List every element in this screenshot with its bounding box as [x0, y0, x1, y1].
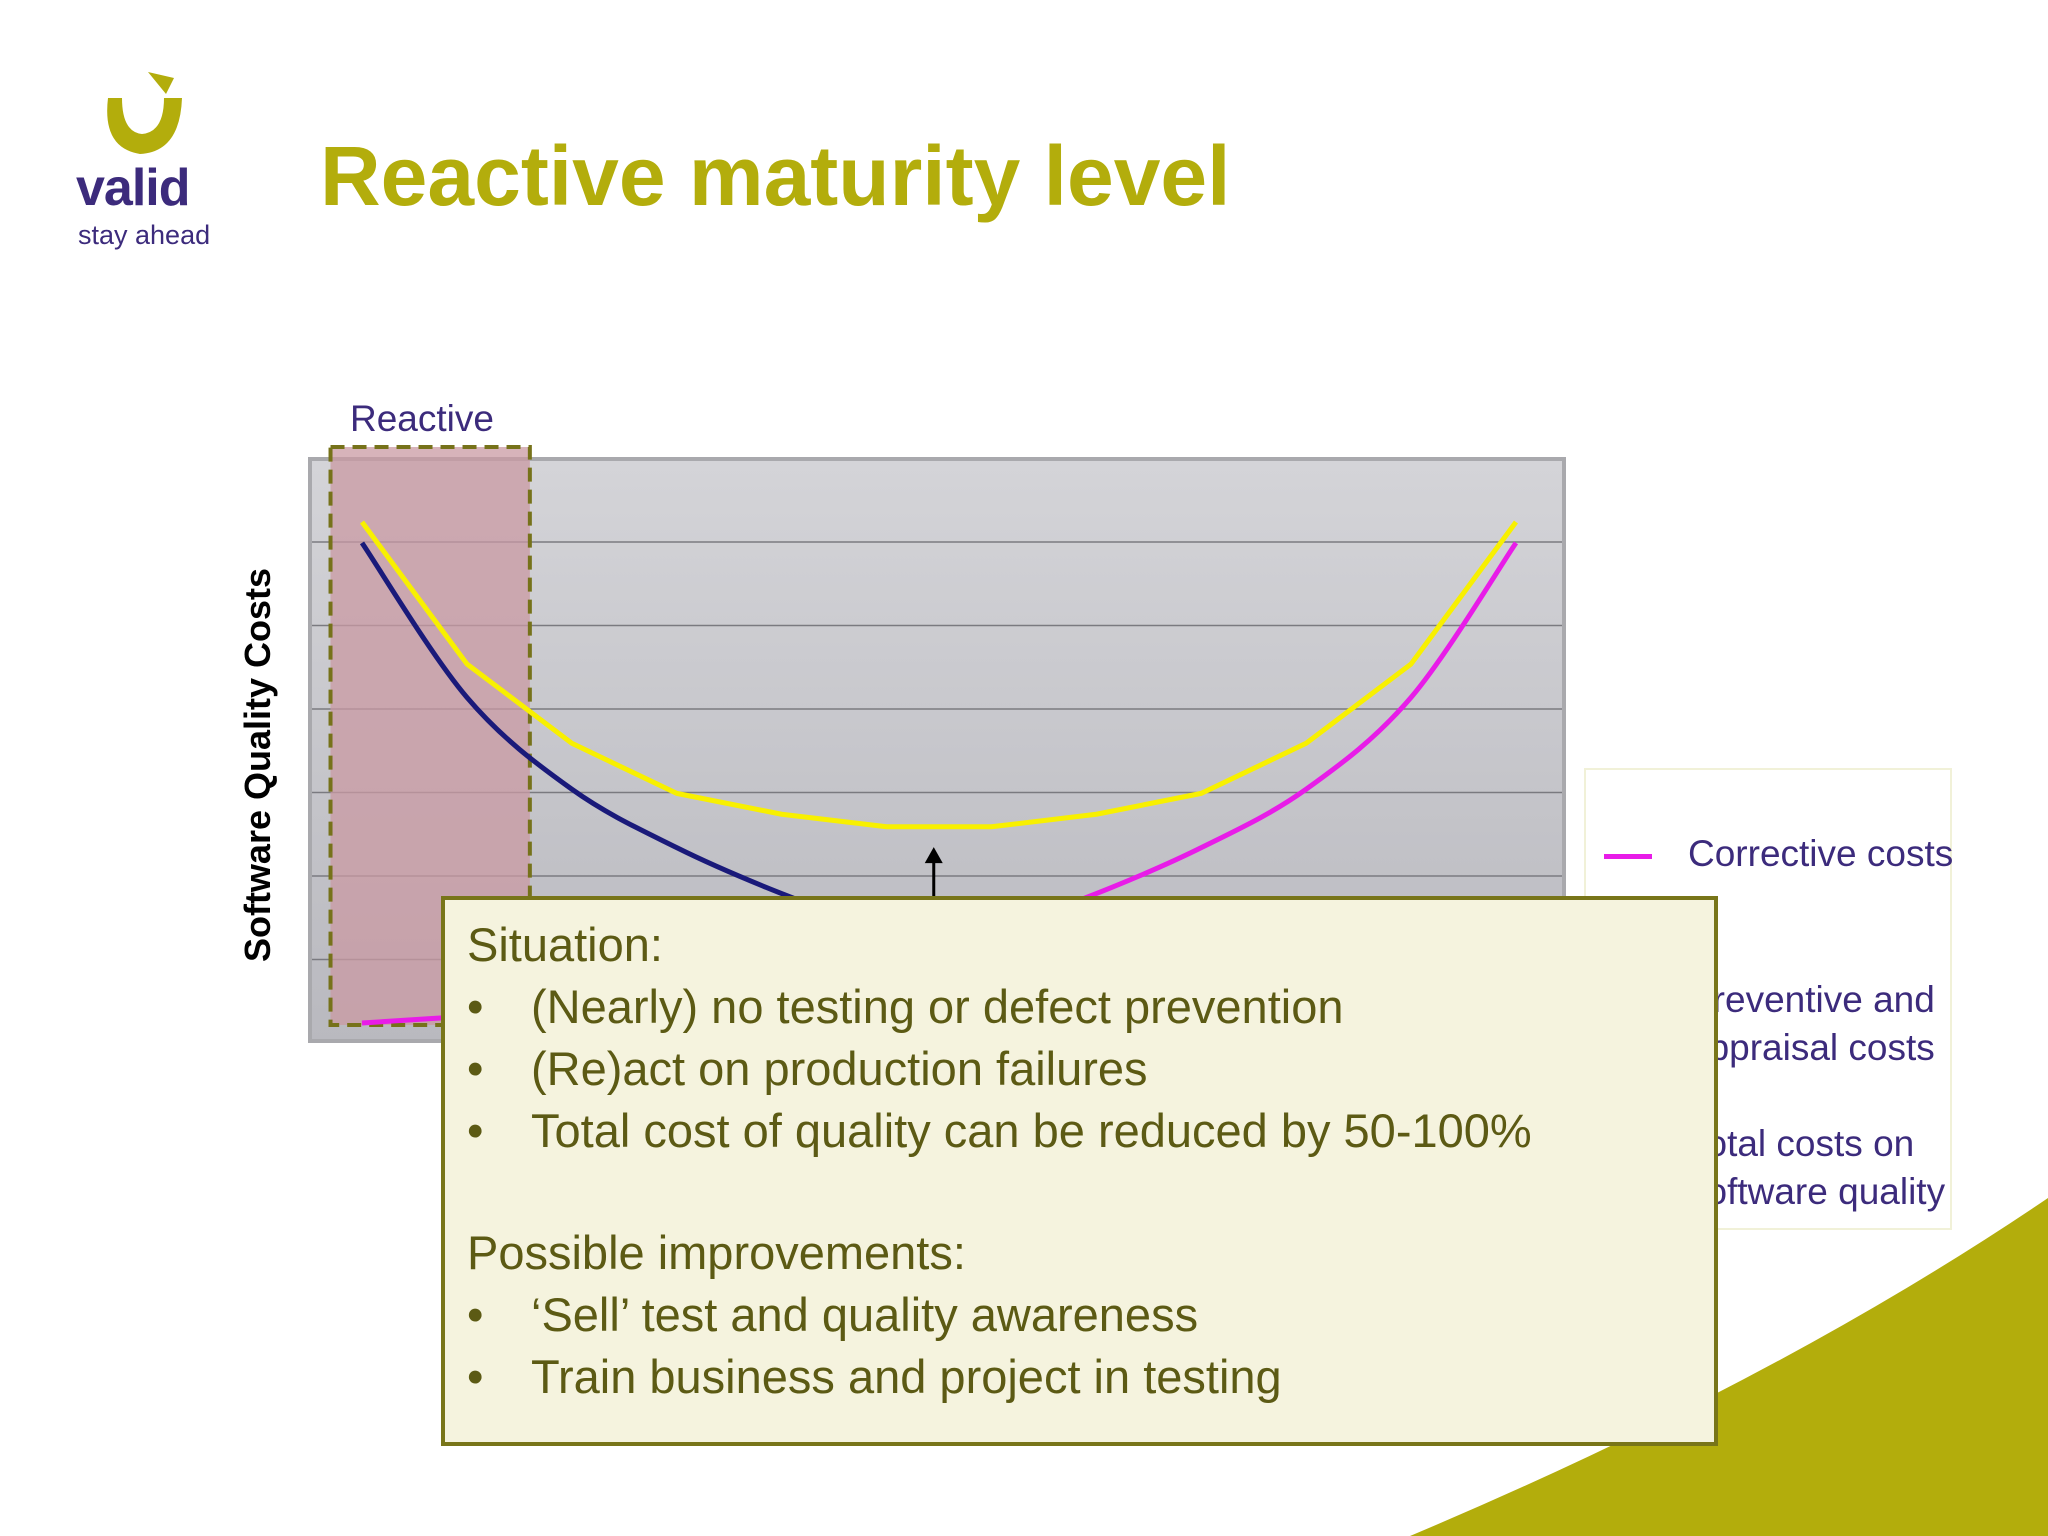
logo-mark-icon: [107, 72, 182, 154]
improvements-list: ‘Sell’ test and quality awareness Train …: [467, 1284, 1694, 1408]
logo-tagline: stay ahead: [78, 220, 211, 250]
legend-label-preventive: Preventive and appraisal costs: [1688, 979, 1935, 1068]
slide-title: Reactive maturity level: [320, 129, 1231, 223]
y-axis-label: Software Quality Costs: [237, 567, 278, 963]
improvement-item: ‘Sell’ test and quality awareness: [467, 1284, 1694, 1346]
situation-item: Total cost of quality can be reduced by …: [467, 1100, 1694, 1162]
improvement-item: Train business and project in testing: [467, 1346, 1694, 1408]
logo-word: valid: [76, 159, 190, 217]
situation-list: (Nearly) no testing or defect prevention…: [467, 976, 1694, 1162]
legend-swatch-corrective: [1604, 854, 1652, 859]
situation-callout: Situation: (Nearly) no testing or defect…: [441, 896, 1718, 1446]
situation-item: (Re)act on production failures: [467, 1038, 1694, 1100]
decorative-swoosh-icon: [1410, 1198, 2048, 1536]
reactive-zone-label: Reactive: [350, 398, 494, 439]
series-total-line: [359, 520, 1519, 830]
arrow-head: [924, 847, 943, 864]
situation-item: (Nearly) no testing or defect prevention: [467, 976, 1694, 1038]
situation-heading: Situation:: [467, 918, 663, 971]
legend-label-total: Total costs on software quality: [1688, 1123, 1946, 1212]
improvements-heading: Possible improvements:: [467, 1226, 966, 1279]
legend-label-corrective: Corrective costs: [1688, 833, 1954, 874]
valid-logo: valid stay ahead: [70, 70, 220, 260]
